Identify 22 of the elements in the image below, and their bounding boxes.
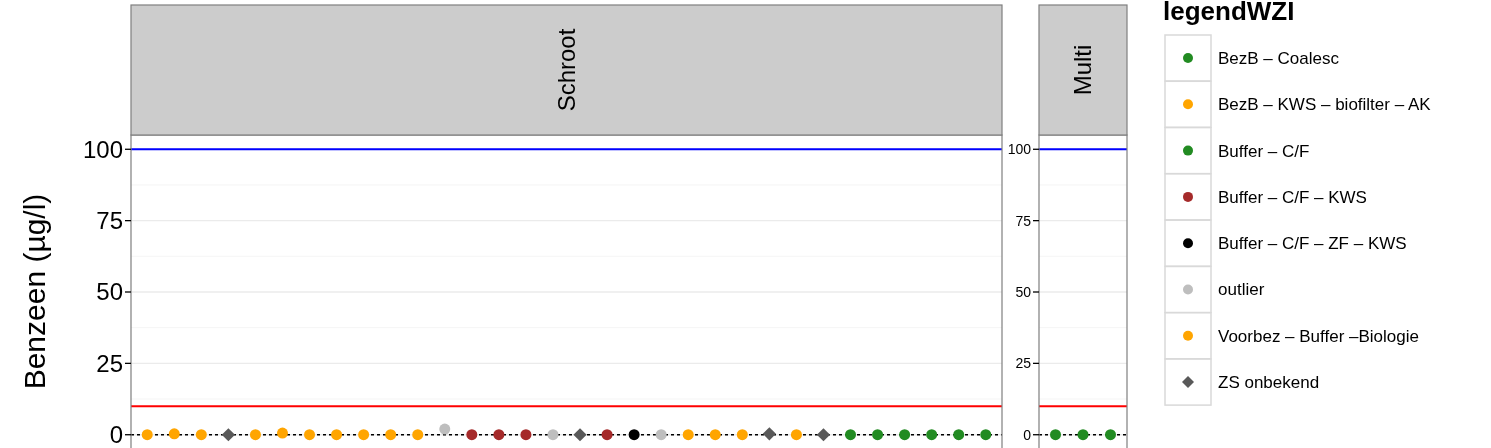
legend-label: Buffer – C/F <box>1218 141 1310 161</box>
y-tick-label: 25 <box>96 349 123 377</box>
legend-title: legendWZI <box>1163 0 1295 26</box>
y-tick-label: 100 <box>1007 141 1032 158</box>
y-tick-label: 100 <box>82 135 123 163</box>
chart-title: Schroot <box>552 28 580 112</box>
chart-title: Multi <box>1069 44 1096 96</box>
legend-label: Buffer – C/F – KWS <box>1218 187 1367 207</box>
legend-label: Buffer – C/F – ZF – KWS <box>1218 234 1407 254</box>
y-tick-label: 75 <box>1015 212 1032 229</box>
y-tick-label: 25 <box>1015 355 1032 372</box>
y-tick-label: 0 <box>109 421 123 448</box>
legend-label: Voorbez – Buffer –Biologie <box>1218 326 1419 346</box>
y-tick-label: 50 <box>96 278 123 306</box>
legend-label: ZS onbekend <box>1218 373 1320 393</box>
y-tick-label: 75 <box>96 207 123 235</box>
y-tick-label: 50 <box>1015 283 1032 300</box>
legend-label: BezB – KWS – biofilter – AK <box>1218 95 1432 115</box>
y-axis-title: Benzeen (µg/l) <box>18 193 51 390</box>
legend-label: BezB – Coalesc <box>1218 48 1340 68</box>
legend-label: outlier <box>1218 280 1265 300</box>
y-tick-label: 0 <box>1023 426 1032 443</box>
